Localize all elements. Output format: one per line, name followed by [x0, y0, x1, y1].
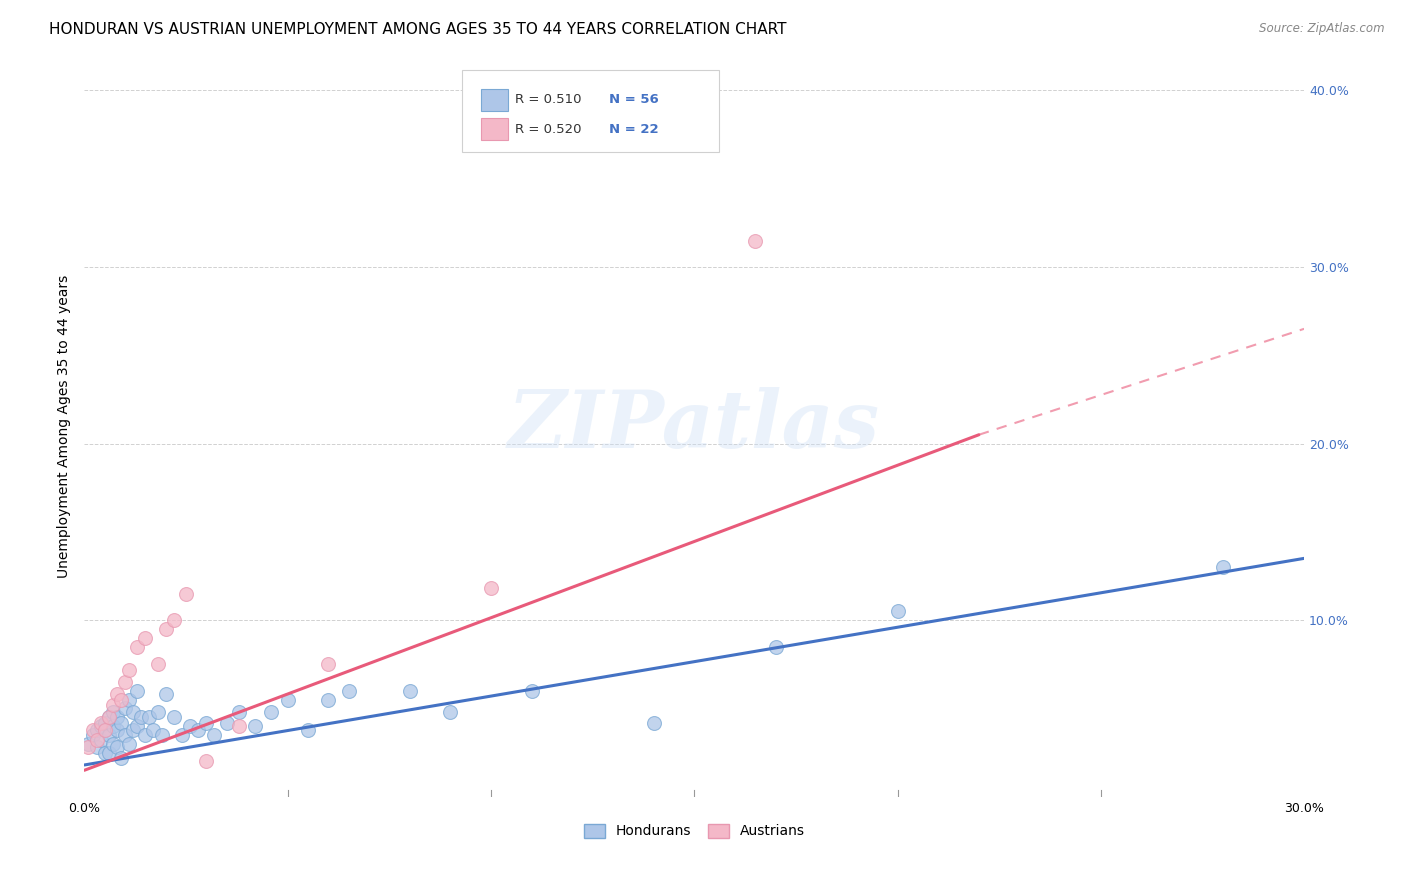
Point — [101, 737, 124, 751]
Point — [163, 710, 186, 724]
Point — [110, 751, 132, 765]
Point — [337, 683, 360, 698]
Point — [93, 715, 115, 730]
Legend: Hondurans, Austrians: Hondurans, Austrians — [576, 817, 811, 846]
Point — [765, 640, 787, 654]
Point — [118, 737, 141, 751]
FancyBboxPatch shape — [481, 88, 508, 111]
Text: HONDURAN VS AUSTRIAN UNEMPLOYMENT AMONG AGES 35 TO 44 YEARS CORRELATION CHART: HONDURAN VS AUSTRIAN UNEMPLOYMENT AMONG … — [49, 22, 787, 37]
FancyBboxPatch shape — [463, 70, 718, 152]
Point — [101, 705, 124, 719]
Y-axis label: Unemployment Among Ages 35 to 44 years: Unemployment Among Ages 35 to 44 years — [58, 275, 72, 578]
Text: ZIPatlas: ZIPatlas — [508, 387, 880, 465]
Point — [1212, 560, 1234, 574]
Point — [215, 715, 238, 730]
Point — [318, 657, 340, 672]
Point — [134, 728, 156, 742]
Point — [187, 723, 209, 737]
Point — [195, 715, 218, 730]
Point — [90, 715, 112, 730]
Point — [114, 701, 136, 715]
Point — [439, 705, 461, 719]
Point — [744, 234, 766, 248]
Point — [142, 723, 165, 737]
Point — [228, 705, 250, 719]
Point — [146, 657, 169, 672]
Point — [105, 687, 128, 701]
Point — [105, 723, 128, 737]
Point — [146, 705, 169, 719]
Text: R = 0.510: R = 0.510 — [515, 93, 582, 106]
Point — [97, 710, 120, 724]
Point — [170, 728, 193, 742]
Point — [127, 683, 149, 698]
Text: R = 0.520: R = 0.520 — [515, 123, 582, 136]
Point — [90, 719, 112, 733]
Point — [520, 683, 543, 698]
Text: N = 56: N = 56 — [609, 93, 658, 106]
Point — [86, 740, 108, 755]
Point — [479, 582, 502, 596]
Point — [118, 663, 141, 677]
Point — [77, 737, 100, 751]
Point — [277, 692, 299, 706]
Point — [90, 733, 112, 747]
Point — [174, 587, 197, 601]
Point — [97, 746, 120, 760]
Point — [97, 728, 120, 742]
Point — [82, 728, 104, 742]
Point — [243, 719, 266, 733]
Text: Source: ZipAtlas.com: Source: ZipAtlas.com — [1260, 22, 1385, 36]
Point — [134, 631, 156, 645]
Point — [127, 640, 149, 654]
Point — [114, 675, 136, 690]
Point — [93, 746, 115, 760]
Point — [114, 728, 136, 742]
Point — [155, 622, 177, 636]
Point — [82, 723, 104, 737]
Point — [105, 710, 128, 724]
Point — [163, 613, 186, 627]
Point — [97, 710, 120, 724]
Point — [110, 692, 132, 706]
Point — [150, 728, 173, 742]
Point — [105, 740, 128, 755]
Point — [86, 733, 108, 747]
Point — [297, 723, 319, 737]
Point — [127, 719, 149, 733]
Point — [155, 687, 177, 701]
Point — [204, 728, 226, 742]
FancyBboxPatch shape — [481, 118, 508, 140]
Point — [101, 698, 124, 712]
Point — [110, 715, 132, 730]
Point — [318, 692, 340, 706]
Point — [129, 710, 152, 724]
Point — [195, 755, 218, 769]
Point — [93, 723, 115, 737]
Point — [260, 705, 283, 719]
Point — [398, 683, 420, 698]
Point — [179, 719, 201, 733]
Point — [118, 692, 141, 706]
Point — [228, 719, 250, 733]
Point — [101, 719, 124, 733]
Point — [86, 723, 108, 737]
Point — [122, 723, 145, 737]
Point — [643, 715, 665, 730]
Point — [93, 723, 115, 737]
Point — [138, 710, 160, 724]
Text: N = 22: N = 22 — [609, 123, 658, 136]
Point — [77, 740, 100, 755]
Point — [886, 604, 908, 618]
Point — [122, 705, 145, 719]
